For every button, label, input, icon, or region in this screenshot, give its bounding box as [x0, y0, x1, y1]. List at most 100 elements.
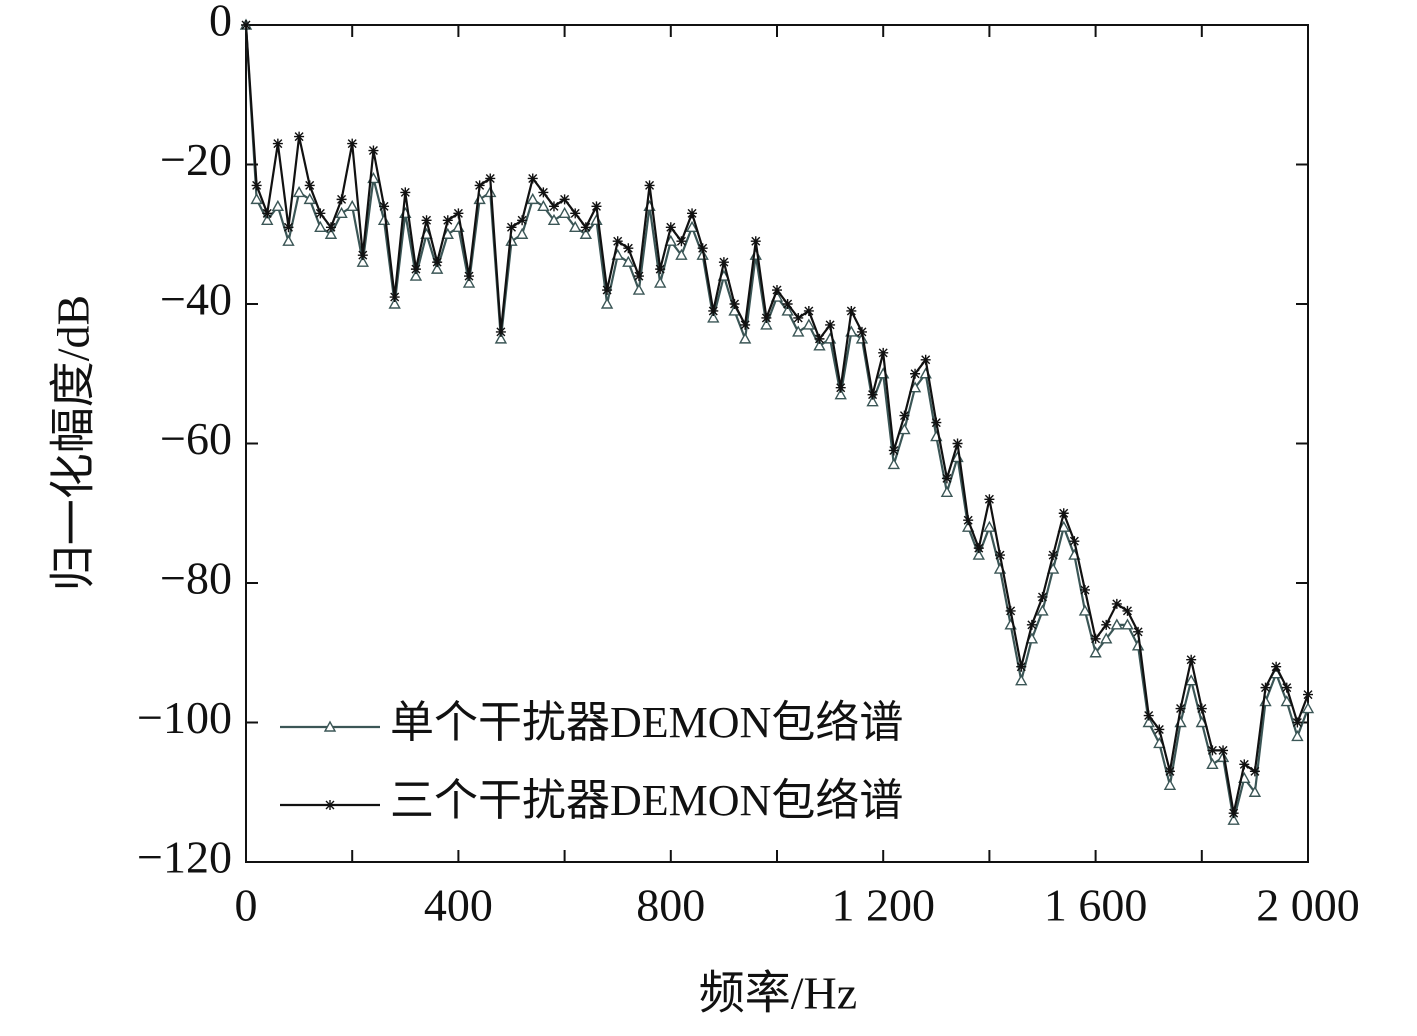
marker [1280, 695, 1293, 707]
marker [675, 248, 688, 260]
marker [813, 339, 826, 351]
marker [323, 720, 337, 732]
marker [825, 319, 836, 330]
marker [707, 311, 720, 323]
marker [464, 271, 475, 282]
legend-label: 三个干扰器DEMON包络谱 [390, 776, 903, 825]
marker [1207, 745, 1218, 756]
marker [708, 305, 719, 316]
marker [473, 192, 486, 205]
marker [515, 227, 529, 239]
marker [803, 305, 814, 316]
marker [738, 332, 752, 344]
marker [261, 213, 274, 226]
marker [335, 206, 348, 219]
marker [665, 222, 676, 233]
marker [272, 138, 283, 149]
marker [697, 243, 708, 254]
marker [1058, 508, 1069, 519]
marker [772, 285, 782, 296]
marker [537, 199, 550, 212]
marker [474, 180, 485, 191]
marker [1227, 813, 1240, 825]
marker [866, 395, 879, 407]
marker [995, 550, 1006, 561]
marker [602, 285, 613, 296]
marker [940, 485, 954, 498]
marker [1164, 766, 1175, 777]
marker [1281, 682, 1292, 693]
marker [1143, 710, 1154, 721]
x-tick-label: 1 200 [831, 880, 935, 931]
marker [579, 227, 593, 239]
marker [1078, 604, 1092, 616]
marker [250, 192, 263, 205]
marker [1131, 639, 1145, 651]
marker [325, 222, 336, 233]
marker [761, 312, 772, 323]
marker [1186, 654, 1197, 665]
marker [400, 187, 411, 198]
marker [379, 201, 390, 212]
marker [973, 543, 984, 554]
marker [792, 325, 805, 337]
marker [749, 248, 762, 260]
marker [1154, 724, 1165, 735]
marker [494, 332, 508, 344]
marker [304, 180, 315, 191]
marker [846, 305, 857, 316]
marker [388, 297, 401, 309]
marker [834, 388, 847, 400]
marker [1292, 717, 1303, 728]
marker [984, 494, 995, 505]
marker [1248, 785, 1262, 797]
marker [262, 208, 273, 219]
marker [569, 220, 582, 232]
marker [1218, 745, 1229, 756]
marker [517, 215, 528, 226]
marker [410, 264, 421, 275]
marker [793, 312, 804, 323]
marker [835, 382, 846, 393]
marker [1015, 674, 1028, 686]
marker [1016, 661, 1027, 672]
marker [612, 236, 623, 247]
marker [920, 354, 931, 365]
marker [600, 297, 614, 309]
marker [315, 208, 326, 219]
marker [867, 389, 878, 400]
marker [485, 173, 496, 184]
marker [1196, 703, 1207, 714]
marker [570, 208, 581, 219]
marker [729, 299, 740, 309]
marker [1206, 757, 1219, 770]
marker [972, 548, 985, 560]
marker [347, 138, 358, 149]
marker [241, 20, 251, 30]
marker [887, 457, 901, 470]
marker [622, 255, 635, 267]
marker [898, 423, 911, 435]
marker [292, 185, 306, 198]
marker [324, 227, 338, 239]
marker [368, 145, 379, 156]
y-tick-label: 0 [209, 0, 232, 46]
marker [632, 283, 646, 295]
marker [1110, 618, 1124, 630]
marker [952, 438, 963, 449]
marker [623, 243, 634, 254]
marker [590, 213, 603, 226]
marker [676, 236, 687, 247]
marker [1026, 619, 1037, 630]
marker [910, 368, 921, 379]
series-line [244, 24, 1310, 814]
marker [685, 220, 699, 232]
marker [526, 192, 539, 205]
marker [389, 292, 400, 303]
marker [1260, 682, 1271, 693]
marker [558, 206, 571, 219]
marker [1184, 674, 1198, 686]
marker [1005, 605, 1016, 616]
marker [1079, 584, 1090, 595]
marker [1048, 550, 1059, 561]
